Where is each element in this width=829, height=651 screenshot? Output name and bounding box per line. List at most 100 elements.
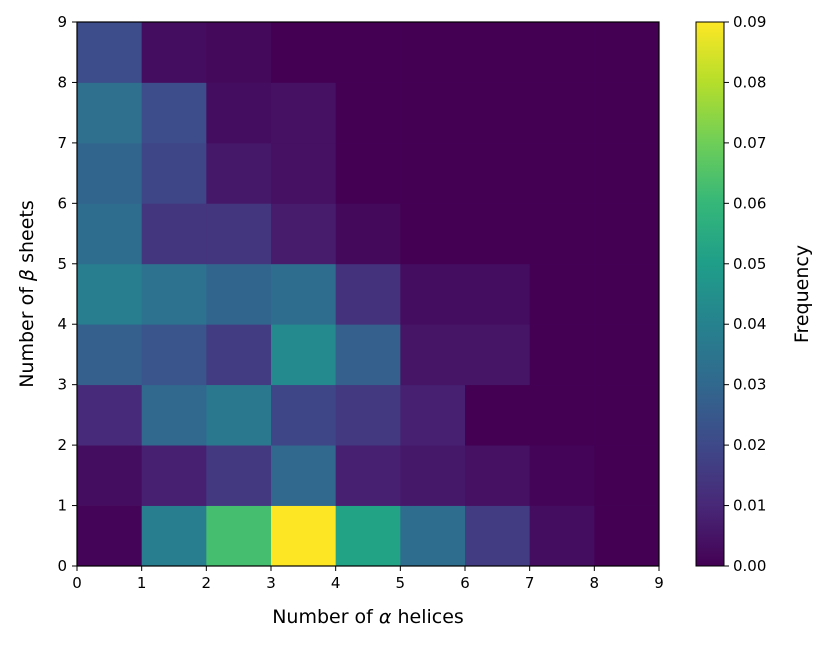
- heatmap-cell: [141, 384, 207, 446]
- heatmap-cell: [465, 203, 531, 265]
- y-tick-label: 7: [57, 134, 67, 152]
- heatmap-cell: [77, 324, 143, 386]
- heatmap-cell: [77, 203, 143, 265]
- heatmap-cell: [141, 22, 207, 83]
- colorbar-tick-label: 0.09: [733, 13, 766, 31]
- y-axis-ticks: 0 1 2 3 4 5 6 7 8 9: [57, 13, 77, 575]
- heatmap-cell: [400, 263, 466, 325]
- heatmap-cell: [529, 324, 595, 386]
- x-tick-label: 6: [460, 574, 470, 592]
- heatmap-cell: [335, 384, 401, 446]
- heatmap-cell: [271, 203, 337, 265]
- heatmap-cell: [529, 142, 595, 204]
- heatmap-cell: [400, 384, 466, 446]
- heatmap-cell: [77, 445, 143, 506]
- heatmap-cell: [594, 445, 660, 506]
- x-axis-label: Number of α helices: [272, 606, 464, 628]
- heatmap-cell: [465, 263, 531, 325]
- heatmap-cell: [400, 324, 466, 386]
- heatmap-cell: [271, 505, 337, 567]
- x-axis-ticks: 0 1 2 3 4 5 6 7 8 9: [72, 566, 664, 592]
- heatmap-cell: [335, 203, 401, 265]
- heatmap-cell: [141, 263, 207, 325]
- heatmap-cell: [465, 384, 531, 446]
- x-tick-label: 0: [72, 574, 82, 592]
- heatmap-cell: [77, 384, 143, 446]
- heatmap-cell: [271, 142, 337, 204]
- heatmap-cell: [465, 445, 531, 506]
- x-tick-label: 3: [266, 574, 276, 592]
- x-tick-label: 1: [137, 574, 147, 592]
- x-tick-label: 8: [590, 574, 600, 592]
- heatmap-cell: [141, 142, 207, 204]
- colorbar-tick-label: 0.03: [733, 376, 766, 394]
- heatmap-cell: [594, 263, 660, 325]
- heatmap-cell: [141, 82, 207, 144]
- heatmap-cell: [465, 22, 531, 83]
- colorbar-ticks: 0.00 0.01 0.02 0.03 0.04 0.05 0.06 0.07 0.08 0.09: [724, 13, 766, 575]
- heatmap-cell: [335, 82, 401, 144]
- heatmap-cell: [529, 263, 595, 325]
- colorbar-tick-label: 0.05: [733, 255, 766, 273]
- heatmap-cell: [141, 203, 207, 265]
- heatmap-cell: [400, 445, 466, 506]
- heatmap-cell: [271, 324, 337, 386]
- heatmap-cell: [271, 445, 337, 506]
- y-tick-label: 9: [57, 13, 67, 31]
- heatmap-cell: [594, 384, 660, 446]
- y-tick-label: 0: [57, 557, 67, 575]
- y-tick-label: 6: [57, 194, 67, 212]
- heatmap-cell: [465, 324, 531, 386]
- heatmap-cell: [594, 203, 660, 265]
- colorbar-label: Frequency: [791, 245, 813, 343]
- heatmap-cell: [206, 263, 272, 325]
- y-tick-label: 8: [57, 73, 67, 91]
- heatmap-cell: [77, 142, 143, 204]
- heatmap-cell: [594, 22, 660, 83]
- heatmap-cell: [271, 82, 337, 144]
- heatmap-cell: [400, 22, 466, 83]
- heatmap-cell: [335, 142, 401, 204]
- heatmap-cell: [529, 203, 595, 265]
- heatmap-cell: [594, 82, 660, 144]
- x-tick-label: 2: [202, 574, 212, 592]
- colorbar-tick-label: 0.07: [733, 134, 766, 152]
- y-tick-label: 2: [57, 436, 67, 454]
- heatmap-cell: [206, 505, 272, 567]
- heatmap-cell: [465, 82, 531, 144]
- heatmap-cell: [141, 505, 207, 567]
- heatmap-cell: [206, 324, 272, 386]
- heatmap-cell: [206, 82, 272, 144]
- heatmap-cell: [271, 22, 337, 83]
- heatmap-cell: [271, 263, 337, 325]
- y-tick-label: 5: [57, 255, 67, 273]
- heatmap-cell: [335, 445, 401, 506]
- heatmap-cell: [594, 142, 660, 204]
- heatmap-cell: [141, 445, 207, 506]
- heatmap-cell: [141, 324, 207, 386]
- heatmap-cell: [529, 445, 595, 506]
- heatmap-cell: [400, 82, 466, 144]
- y-tick-label: 3: [57, 376, 67, 394]
- heatmap-cell: [206, 142, 272, 204]
- y-axis-label: Number of β sheets: [16, 200, 38, 388]
- heatmap-cell: [529, 82, 595, 144]
- heatmap-cell: [529, 505, 595, 567]
- heatmap-cell: [77, 263, 143, 325]
- heatmap-cell: [335, 22, 401, 83]
- heatmap-cell: [529, 384, 595, 446]
- colorbar-tick-label: 0.08: [733, 73, 766, 91]
- heatmap-cell: [400, 505, 466, 567]
- colorbar-tick-label: 0.06: [733, 194, 766, 212]
- x-tick-label: 4: [331, 574, 341, 592]
- heatmap-cell: [465, 142, 531, 204]
- heatmap-cell: [271, 384, 337, 446]
- heatmap-cell: [206, 445, 272, 506]
- y-tick-label: 4: [57, 315, 67, 333]
- heatmap-cell: [400, 203, 466, 265]
- heatmap-cell: [594, 324, 660, 386]
- heatmap-cell: [77, 82, 143, 144]
- heatmap-cell: [400, 142, 466, 204]
- x-tick-label: 9: [654, 574, 664, 592]
